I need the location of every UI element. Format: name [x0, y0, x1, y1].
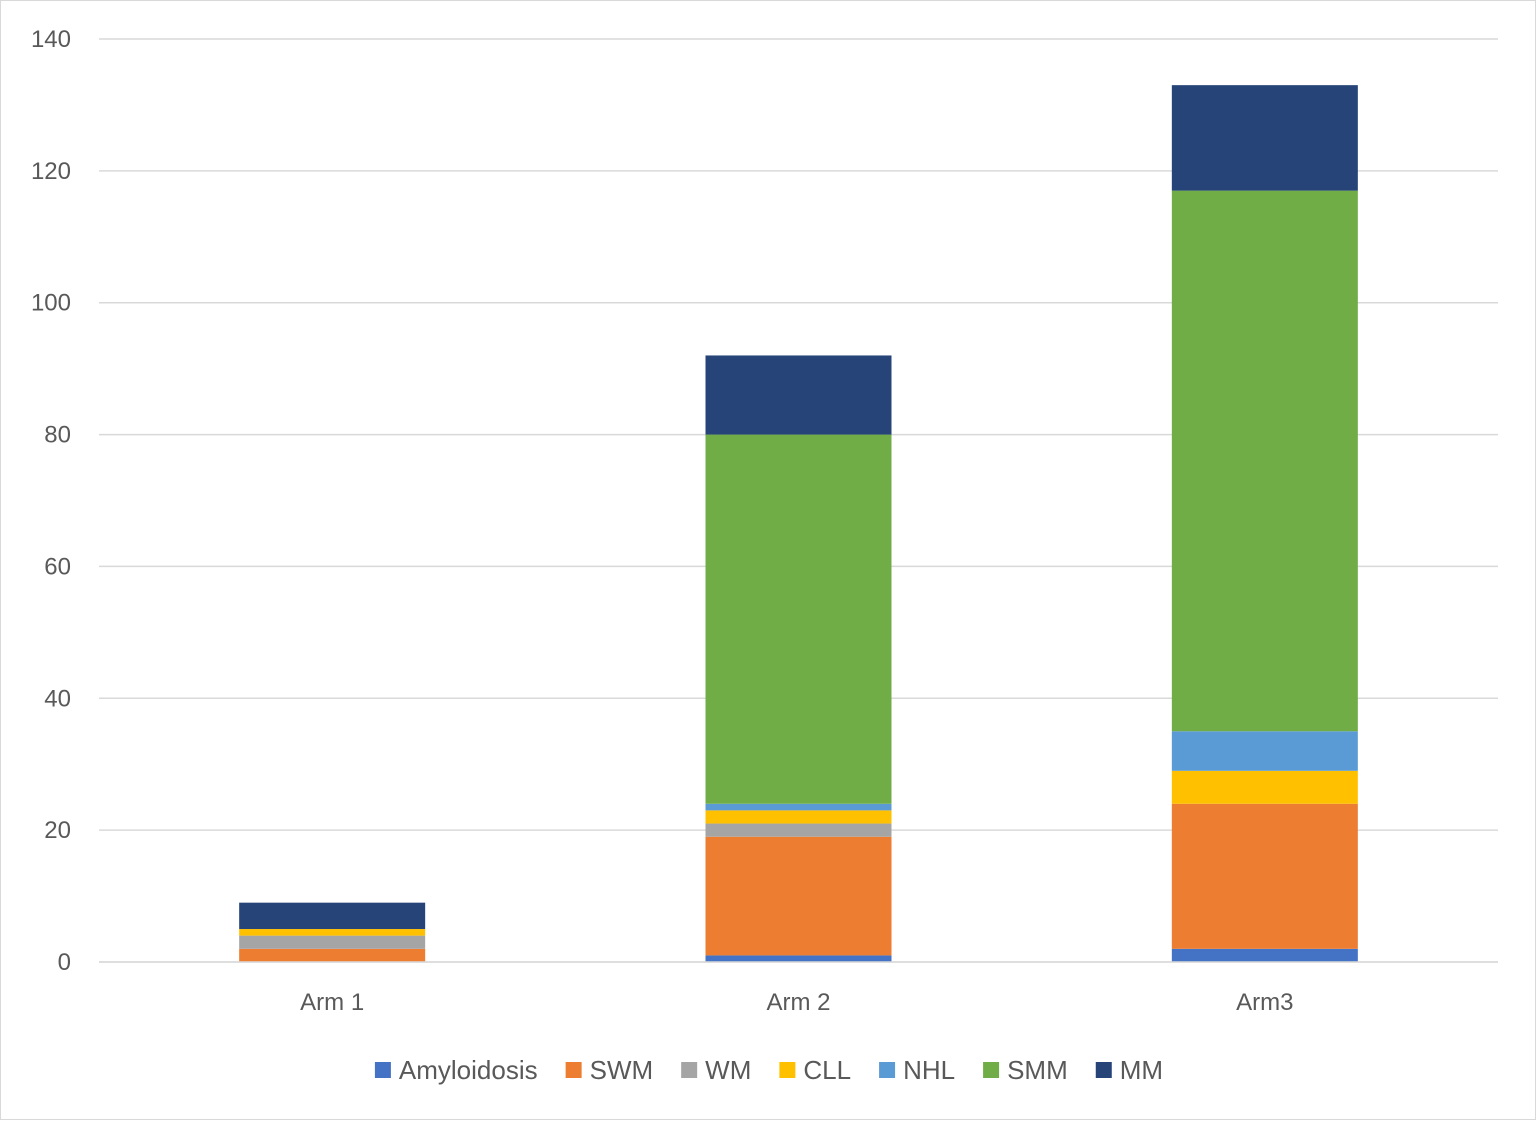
legend-item-nhl: NHL	[879, 1055, 955, 1085]
legend-label: SMM	[1007, 1055, 1068, 1085]
legend-label: Amyloidosis	[399, 1055, 538, 1085]
bar-segment-swm	[705, 836, 892, 956]
bar-segment-amyloidosis	[1171, 948, 1358, 962]
legend-swatch	[681, 1062, 698, 1078]
legend-label: CLL	[803, 1055, 851, 1085]
bars	[99, 85, 1498, 963]
x-tick-label: Arm 1	[300, 989, 364, 1016]
legend-item-swm: SWM	[565, 1055, 654, 1085]
legend-item-cll: CLL	[779, 1055, 851, 1085]
legend-label: MM	[1120, 1055, 1163, 1085]
bar-segment-smm	[1171, 190, 1358, 732]
bar-segment-mm	[239, 902, 426, 930]
bar-segment-mm	[705, 355, 892, 435]
x-axis-tick-labels: Arm 1 Arm 2 Arm3	[300, 989, 1293, 1016]
x-tick-label: Arm3	[1236, 989, 1293, 1016]
legend-swatch	[374, 1062, 391, 1078]
legend-swatch	[879, 1062, 896, 1078]
bar-segment-cll	[239, 929, 426, 936]
legend-item-wm: WM	[681, 1055, 751, 1085]
bar-segment-nhl	[1171, 731, 1358, 771]
legend-label: WM	[705, 1055, 751, 1085]
y-tick-label: 140	[31, 26, 71, 53]
bar-segment-swm	[1171, 803, 1358, 949]
y-tick-label: 100	[31, 290, 71, 317]
bar-segment-smm	[705, 434, 892, 804]
bar-segment-nhl	[705, 803, 892, 811]
legend-label: NHL	[903, 1055, 955, 1085]
x-tick-label: Arm 2	[766, 989, 830, 1016]
legend-label: SWM	[590, 1055, 654, 1085]
bar-segment-cll	[1171, 770, 1358, 804]
y-tick-label: 0	[58, 949, 71, 976]
y-tick-label: 80	[44, 422, 71, 449]
y-tick-label: 20	[44, 817, 71, 844]
legend-item-amyloidosis: Amyloidosis	[374, 1055, 538, 1085]
y-tick-label: 120	[31, 158, 71, 185]
legend-swatch	[779, 1062, 796, 1078]
bar-segment-swm	[239, 948, 426, 962]
bar-segment-wm	[705, 823, 892, 837]
legend-item-smm: SMM	[983, 1055, 1068, 1085]
bar-segment-cll	[705, 810, 892, 824]
legend-swatch	[1095, 1062, 1112, 1078]
legend-swatch	[565, 1062, 582, 1078]
legend-item-mm: MM	[1095, 1055, 1163, 1085]
bar-segment-mm	[1171, 85, 1358, 191]
y-tick-label: 40	[44, 685, 71, 712]
y-tick-label: 60	[44, 553, 71, 580]
legend: Amyloidosis SWM WM CLL NHL SMM MM	[374, 1055, 1163, 1085]
bar-segment-amyloidosis	[705, 955, 892, 962]
legend-swatch	[983, 1062, 1000, 1078]
bar-segment-wm	[239, 935, 426, 949]
y-axis-tick-labels: 0 20 40 60 80 100 120 140	[31, 26, 71, 976]
